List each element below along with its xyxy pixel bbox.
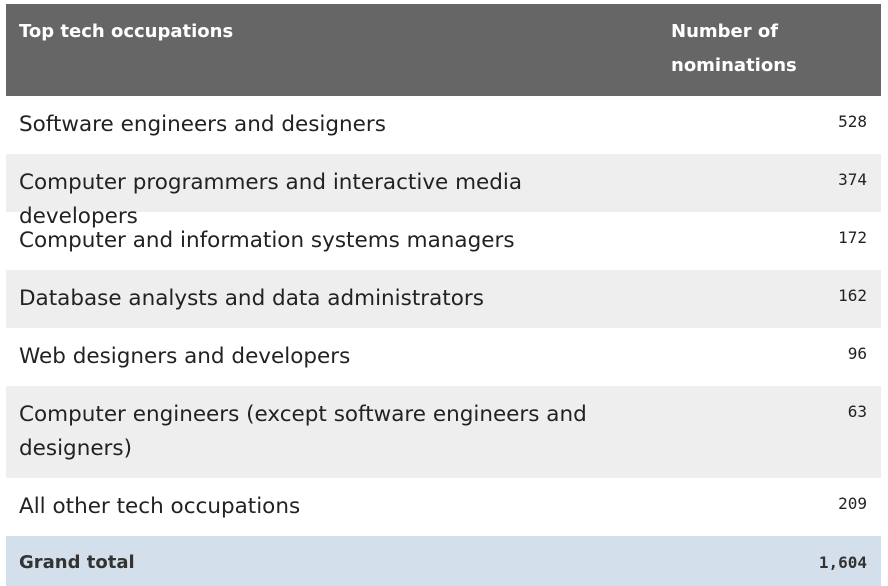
grand-total-label: Grand total bbox=[19, 552, 135, 573]
occupation-cell: Database analysts and data administrator… bbox=[19, 286, 484, 311]
table-row: Computer engineers (except software engi… bbox=[6, 386, 881, 478]
nominations-cell: 209 bbox=[838, 494, 867, 513]
occupation-cell: Computer programmers and interactive med… bbox=[19, 170, 523, 229]
nominations-cell: 162 bbox=[838, 286, 867, 305]
grand-total-value: 1,604 bbox=[818, 553, 867, 572]
occupation-cell: Computer and information systems manager… bbox=[19, 228, 515, 253]
occupation-cell: Computer engineers (except software engi… bbox=[6, 398, 619, 466]
occupation-line2: designers) bbox=[19, 436, 132, 461]
grand-total-row: Grand total 1,604 bbox=[6, 536, 881, 586]
nominations-cell: 63 bbox=[847, 402, 867, 421]
nominations-cell: 172 bbox=[838, 228, 867, 247]
occupation-cell: Web designers and developers bbox=[19, 344, 351, 369]
table-row: Web designers and developers 96 bbox=[6, 328, 881, 386]
table-header: Top tech occupations Number of nominatio… bbox=[6, 4, 881, 96]
nominations-cell: 374 bbox=[838, 170, 867, 189]
header-nominations-line2: nominations bbox=[671, 55, 797, 76]
table-row: Computer and information systems manager… bbox=[6, 212, 881, 270]
occupation-line1: Computer engineers (except software engi… bbox=[19, 402, 587, 427]
table-row: Software engineers and designers 528 bbox=[6, 96, 881, 154]
table-row: Database analysts and data administrator… bbox=[6, 270, 881, 328]
nominations-cell: 528 bbox=[838, 112, 867, 131]
table-row: Computer programmers and interactive med… bbox=[6, 154, 881, 229]
occupation-cell: All other tech occupations bbox=[19, 494, 301, 519]
header-occupation: Top tech occupations bbox=[19, 21, 234, 42]
table-row: All other tech occupations 209 bbox=[6, 478, 881, 536]
occupations-table: Top tech occupations Number of nominatio… bbox=[6, 4, 881, 586]
header-nominations-line1: Number of bbox=[671, 21, 779, 42]
occupation-cell: Software engineers and designers bbox=[19, 112, 386, 137]
header-nominations: Number of nominations bbox=[657, 15, 871, 83]
nominations-cell: 96 bbox=[847, 344, 867, 363]
